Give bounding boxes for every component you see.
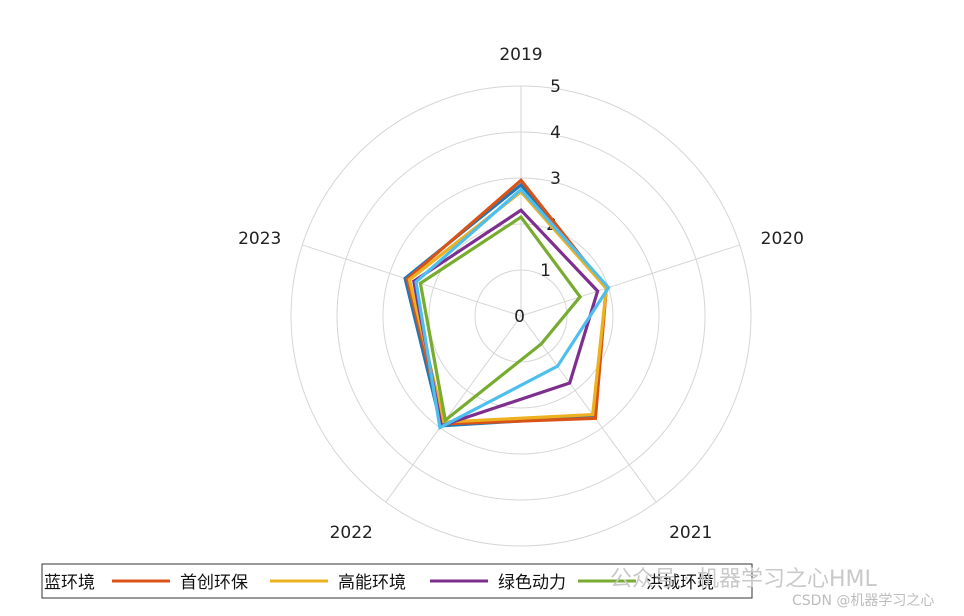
legend-item: 高能环境 xyxy=(270,573,406,593)
legend-label: 首创环保 xyxy=(180,573,248,593)
series-line xyxy=(407,189,608,424)
radial-tick-label: 3 xyxy=(550,169,561,189)
series-line xyxy=(414,187,611,431)
legend-item: 绿色动力 xyxy=(430,573,566,593)
axis-labels: 2019 2020 2021 2022 2023 xyxy=(238,45,804,543)
series-line xyxy=(418,214,583,424)
axis-label: 2019 xyxy=(499,45,542,65)
axis-label: 2023 xyxy=(238,229,281,249)
legend-label: 高能环境 xyxy=(338,573,406,593)
axis-label: 2021 xyxy=(669,523,712,543)
radial-tick-label: 0 xyxy=(514,307,525,327)
axis-label: 2022 xyxy=(330,523,373,543)
legend-label: 蓝环境 xyxy=(44,573,95,593)
legend-label: 洪城环境 xyxy=(646,573,714,593)
grid-spoke xyxy=(302,244,522,317)
legend-item: 蓝环境 xyxy=(44,573,95,593)
radial-tick-label: 1 xyxy=(540,261,551,281)
grid-spoke xyxy=(520,315,657,503)
grid-spoke xyxy=(385,315,522,503)
series-lines xyxy=(403,177,611,431)
radial-tick-label: 4 xyxy=(550,123,561,143)
radar-grid xyxy=(290,85,752,547)
radial-tick-label: 5 xyxy=(550,77,561,97)
watermark-line2: CSDN @机器学习之心 xyxy=(792,593,934,609)
legend-item: 洪城环境 xyxy=(578,573,714,593)
legend-item: 首创环保 xyxy=(112,573,248,593)
watermark: 公众号 · 机器学习之心HML CSDN @机器学习之心 xyxy=(610,567,934,609)
legend-label: 绿色动力 xyxy=(498,573,566,593)
axis-label: 2020 xyxy=(761,229,804,249)
legend: 蓝环境 首创环保 高能环境 绿色动力 洪城环境 xyxy=(41,563,753,599)
grid-spoke xyxy=(520,244,740,317)
watermark-line1: 公众号 · 机器学习之心HML xyxy=(610,567,878,592)
